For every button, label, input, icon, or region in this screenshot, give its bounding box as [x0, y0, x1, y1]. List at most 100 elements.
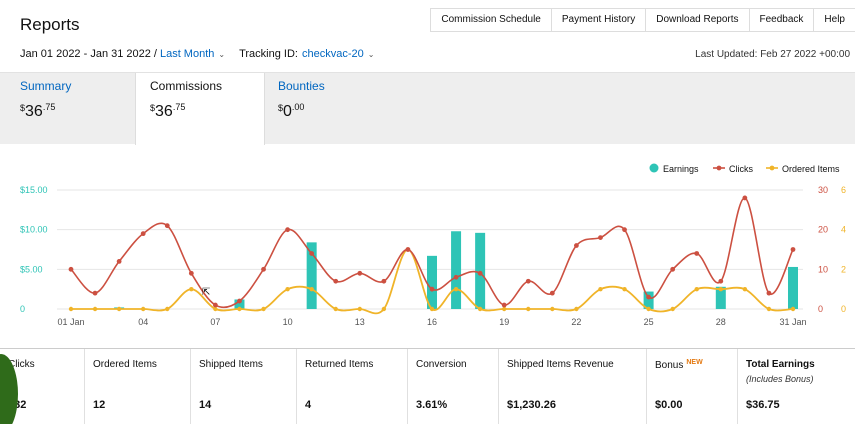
- tracking-id-label: Tracking ID:: [239, 48, 298, 60]
- legend-marker: [716, 165, 722, 171]
- stat-label: Shipped Items: [199, 359, 263, 370]
- tab-summary[interactable]: Summary $36.75: [6, 73, 136, 145]
- tab-bounties-label: Bounties: [278, 79, 325, 93]
- x-tick-label: 16: [427, 317, 437, 327]
- ordered-items-point: [574, 306, 579, 312]
- ordered-items-point: [189, 286, 194, 292]
- ordered-items-point: [477, 306, 483, 312]
- ordered-items-point: [213, 306, 218, 312]
- stat-value: 4: [305, 399, 312, 411]
- chevron-down-icon[interactable]: ⌄: [218, 49, 226, 59]
- clicks-point: [501, 302, 507, 308]
- stat-value: $0.00: [655, 399, 683, 411]
- y-items-tick-label: 2: [841, 264, 846, 274]
- earnings-bar: [715, 286, 726, 309]
- ordered-items-point: [141, 306, 146, 312]
- tab-summary-label: Summary: [20, 79, 72, 93]
- mouse-cursor-icon: ⇱: [202, 287, 211, 298]
- ordered-items-point: [381, 306, 387, 312]
- clicks-point: [285, 227, 290, 233]
- period-dropdown[interactable]: Last Month: [159, 48, 215, 60]
- y-items-tick-label: 0: [841, 304, 846, 314]
- earnings-bar: [451, 231, 462, 309]
- tab-summary-amount: $36.75: [20, 102, 56, 120]
- header: Reports Commission Schedule Payment Hist…: [0, 0, 855, 72]
- ordered-items-point: [526, 306, 531, 312]
- stat-label: Clicks: [8, 359, 35, 370]
- ordered-items-point: [742, 286, 748, 292]
- y-clicks-tick-label: 0: [818, 304, 823, 314]
- ordered-items-point: [622, 286, 627, 292]
- clicks-point: [622, 227, 627, 233]
- top-nav: Commission Schedule Payment History Down…: [430, 8, 855, 32]
- clicks-point: [68, 266, 74, 272]
- clicks-point: [140, 231, 146, 237]
- nav-commission-schedule[interactable]: Commission Schedule: [430, 9, 551, 31]
- nav-download-reports[interactable]: Download Reports: [645, 9, 748, 31]
- legend-label: Clicks: [729, 164, 753, 174]
- ordered-items-point: [718, 286, 723, 292]
- x-tick-label: 19: [499, 317, 509, 327]
- clicks-point: [549, 290, 555, 296]
- tab-commissions[interactable]: Commissions $36.75: [135, 73, 265, 146]
- date-range: Jan 01 2022 - Jan 31 2022: [20, 48, 151, 60]
- stat-value: $36.75: [746, 399, 780, 411]
- clicks-point: [261, 266, 266, 272]
- x-tick-label: 10: [283, 317, 293, 327]
- ordered-items-point: [165, 306, 170, 312]
- clicks-point: [213, 302, 218, 308]
- ordered-items-point: [646, 306, 651, 312]
- clicks-point: [525, 278, 531, 284]
- tab-commissions-label: Commissions: [150, 79, 223, 93]
- ordered-items-point: [502, 306, 507, 312]
- ordered-items-point: [68, 306, 74, 312]
- x-tick-label: 13: [355, 317, 365, 327]
- ordered-items-point: [309, 286, 314, 292]
- ordered-items-point: [694, 286, 699, 292]
- legend-label: Ordered Items: [782, 164, 840, 174]
- tab-commissions-amount: $36.75: [150, 102, 186, 120]
- last-updated: Last Updated: Feb 27 2022 +00:00: [695, 49, 850, 60]
- ordered-items-point: [790, 306, 796, 312]
- x-tick-label: 04: [138, 317, 148, 327]
- y-items-tick-label: 4: [841, 225, 846, 235]
- clicks-point: [116, 259, 122, 264]
- stat-ordered-items: Ordered Items 12: [85, 349, 191, 424]
- tab-bounties[interactable]: Bounties $0.00: [264, 73, 394, 145]
- stats-bar: Clicks 332 Ordered Items 12 Shipped Item…: [0, 348, 855, 424]
- commissions-chart: $15.00 $10.00 $5.00 0 30 20 10 0 6 4 2 0 01 Jan 04 07 1…: [0, 145, 855, 345]
- stat-label: Shipped Items Revenue: [507, 359, 614, 370]
- y-left-tick-label: $5.00: [20, 264, 43, 274]
- range-separator: /: [153, 48, 157, 60]
- nav-help[interactable]: Help: [813, 9, 855, 31]
- ordered-items-point: [261, 306, 266, 312]
- legend-label: Earnings: [663, 164, 699, 174]
- x-tick-label: 01 Jan: [57, 317, 84, 327]
- tracking-id-dropdown[interactable]: checkvac-20: [301, 48, 364, 60]
- clicks-point: [670, 266, 676, 272]
- nav-payment-history[interactable]: Payment History: [550, 9, 645, 31]
- y-items-tick-label: 6: [841, 185, 846, 195]
- ordered-items-point: [670, 306, 675, 312]
- ordered-items-point: [453, 286, 459, 292]
- clicks-point: [742, 195, 748, 201]
- ordered-items-point: [429, 306, 435, 312]
- x-tick-label: 07: [210, 317, 220, 327]
- ordered-items-point: [550, 306, 555, 312]
- y-clicks-tick-label: 30: [818, 185, 828, 195]
- clicks-point: [646, 294, 651, 300]
- y-clicks-tick-label: 10: [818, 264, 828, 274]
- ordered-items-point: [92, 306, 98, 312]
- legend-marker: [649, 163, 659, 173]
- stat-label: Conversion: [416, 359, 467, 370]
- clicks-point: [598, 235, 603, 240]
- clicks-point: [453, 274, 459, 280]
- ordered-items-point: [237, 306, 242, 312]
- stat-returned-items: Returned Items 4: [297, 349, 408, 424]
- plant-decoration: [0, 354, 18, 424]
- y-clicks-tick-label: 20: [818, 225, 828, 235]
- stat-bonus: Bonus NEW $0.00: [647, 349, 738, 424]
- chevron-down-icon[interactable]: ⌄: [367, 49, 375, 59]
- nav-feedback[interactable]: Feedback: [748, 9, 814, 31]
